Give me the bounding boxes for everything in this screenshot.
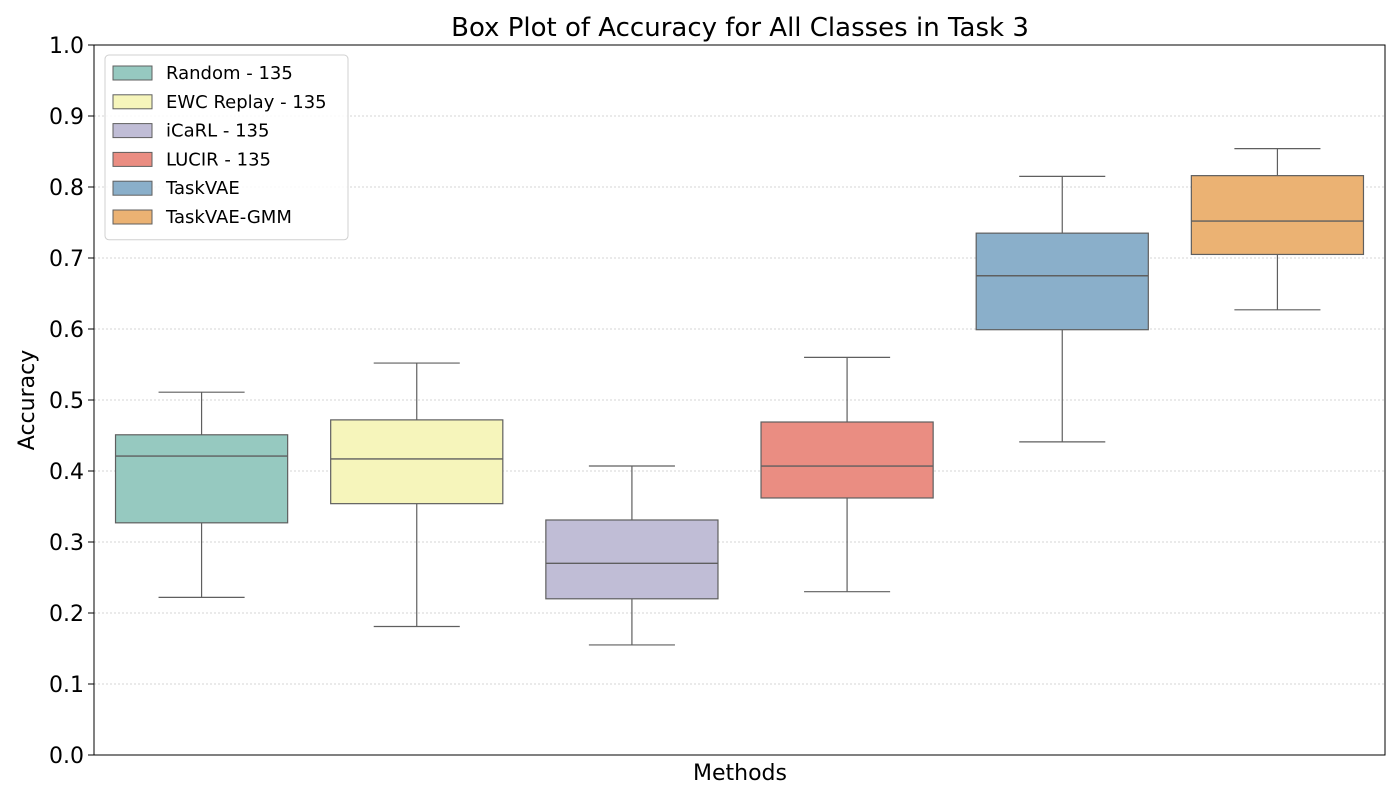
box-6 xyxy=(1190,148,1365,311)
y-tick-label: 0.0 xyxy=(49,744,84,769)
legend-label: TaskVAE xyxy=(165,178,240,199)
legend-label: Random - 135 xyxy=(166,63,293,84)
legend-item: TaskVAE-GMM xyxy=(112,207,292,228)
plot-frame xyxy=(93,44,1386,756)
boxes xyxy=(114,148,1365,646)
iqr-box xyxy=(975,232,1149,331)
iqr-box xyxy=(330,419,504,505)
y-tick-label: 1.0 xyxy=(49,34,84,59)
legend-item: Random - 135 xyxy=(112,63,293,84)
box-2 xyxy=(330,362,504,628)
legend-item: iCaRL - 135 xyxy=(112,121,269,142)
box-4 xyxy=(760,356,934,593)
y-tick-label: 0.2 xyxy=(49,602,84,627)
iqr-box xyxy=(1190,175,1365,256)
iqr-box xyxy=(114,434,289,524)
legend-item: EWC Replay - 135 xyxy=(112,92,327,113)
y-tick-label: 0.3 xyxy=(49,531,84,556)
legend: Random - 135 EWC Replay - 135 iCaRL - 135 L… xyxy=(104,54,349,241)
legend-label: iCaRL - 135 xyxy=(166,121,269,142)
y-tick-label: 0.5 xyxy=(49,389,84,414)
x-axis-label: Methods xyxy=(693,761,787,786)
y-axis-label: Accuracy xyxy=(15,350,40,450)
legend-item: LUCIR - 135 xyxy=(112,149,271,170)
chart-title: Box Plot of Accuracy for All Classes in … xyxy=(451,13,1029,43)
legend-swatch xyxy=(112,65,153,81)
legend-label: LUCIR - 135 xyxy=(166,149,271,170)
legend-swatch xyxy=(112,180,153,196)
y-tick-label: 0.6 xyxy=(49,318,84,343)
y-tick-label: 0.9 xyxy=(49,105,84,130)
grid-lines xyxy=(94,115,1385,685)
legend-swatch xyxy=(112,94,153,110)
legend-swatch xyxy=(112,123,153,139)
box-1 xyxy=(114,391,289,598)
legend-swatch xyxy=(112,151,153,167)
y-tick-label: 0.4 xyxy=(49,460,84,485)
y-tick-label: 0.1 xyxy=(49,673,84,698)
legend-swatch xyxy=(112,209,153,225)
legend-label: TaskVAE-GMM xyxy=(165,207,292,228)
box-5 xyxy=(975,175,1149,443)
y-tick-label: 0.7 xyxy=(49,247,84,272)
legend-item: TaskVAE xyxy=(112,178,240,199)
box-3 xyxy=(545,465,719,646)
axes: 0.0 0.1 0.2 0.3 0.4 0.5 0.6 0.7 0.8 0.9 1.0 xyxy=(49,34,1386,769)
iqr-box xyxy=(760,421,934,499)
legend-label: EWC Replay - 135 xyxy=(166,92,327,113)
iqr-box xyxy=(545,519,719,600)
y-tick-label: 0.8 xyxy=(49,176,84,201)
legend-box xyxy=(104,54,349,241)
